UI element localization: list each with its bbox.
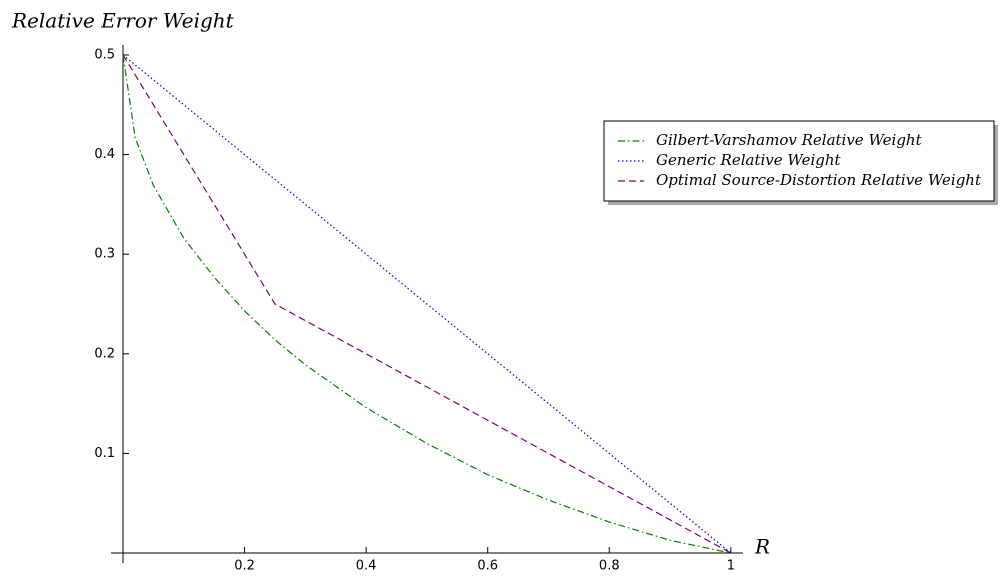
series-line <box>122 54 731 554</box>
legend-label: Generic Relative Weight <box>656 151 842 169</box>
y-tick-label: 0.4 <box>94 147 115 162</box>
y-tick-label: 0.5 <box>94 47 115 62</box>
legend-label: Gilbert-Varshamov Relative Weight <box>656 131 923 149</box>
y-axis-label: Relative Error Weight <box>11 9 235 33</box>
series-line <box>122 54 732 554</box>
x-tick-label: 0.2 <box>234 559 255 574</box>
x-tick-label: 0.4 <box>356 559 377 574</box>
series-line <box>122 54 732 554</box>
x-tick-label: 0.8 <box>599 559 620 574</box>
legend: Gilbert-Varshamov Relative Weight Generic… <box>603 120 998 205</box>
x-tick-label: 1 <box>727 559 735 574</box>
legend-label: Optimal Source-Distortion Relative Weigh… <box>656 171 982 189</box>
y-tick-label: 0.1 <box>94 446 115 461</box>
x-axis-label: R <box>754 535 770 559</box>
y-tick-label: 0.3 <box>94 247 115 262</box>
legend-box <box>603 120 995 202</box>
y-tick-label: 0.2 <box>94 346 115 361</box>
x-tick-label: 0.6 <box>477 559 498 574</box>
